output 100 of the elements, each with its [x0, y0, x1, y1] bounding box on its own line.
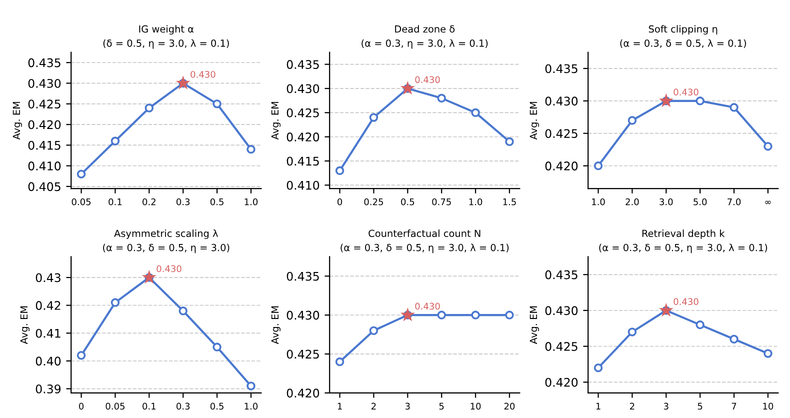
point [764, 142, 772, 151]
x-tick-label: 1.5 [503, 198, 516, 206]
x-tick-label: 10 [763, 402, 774, 410]
y-tick-label: 0.430 [545, 306, 578, 316]
annotation: 0.430 [674, 298, 698, 306]
point [471, 310, 480, 320]
point [335, 166, 344, 176]
chart-subtitle: (α = 0.3, δ = 0.5, η = 3.0, λ = 0.1) [599, 244, 768, 254]
y-axis-title: Avg. EM [271, 102, 281, 140]
annotation: 0.430 [415, 302, 440, 310]
y-tick-label: 0.410 [28, 162, 61, 170]
y-tick-label: 0.425 [286, 108, 319, 118]
x-tick-label: 0.75 [432, 198, 451, 206]
point [212, 99, 222, 108]
point [505, 137, 514, 146]
y-tick-label: 0.435 [286, 272, 319, 281]
y-tick-label: 0.435 [545, 270, 578, 280]
annotation: 0.430 [415, 76, 440, 84]
y-tick-label: 0.43 [36, 273, 60, 282]
point [369, 326, 378, 336]
y-tick-label: 0.430 [286, 84, 320, 94]
chart-title: Retrieval depth k [642, 230, 725, 239]
chart-title: Counterfactual count N [368, 230, 480, 238]
point [178, 306, 188, 316]
point [437, 94, 446, 103]
x-tick-label: 0.1 [108, 198, 122, 206]
x-tick-label: 7.0 [728, 198, 741, 206]
chart-title: Dead zone δ [395, 25, 455, 33]
x-tick-label: 1 [596, 402, 600, 410]
point [730, 334, 738, 344]
point [764, 349, 772, 358]
annotation: 0.430 [674, 88, 698, 96]
x-tick-label: 3 [405, 402, 410, 410]
point [335, 357, 344, 366]
x-tick-label: 1.0 [244, 198, 258, 206]
point [730, 103, 738, 112]
y-tick-label: 0.415 [28, 140, 60, 150]
y-tick-label: 0.425 [545, 129, 578, 138]
chart-title: Asymmetric scaling λ [114, 230, 218, 239]
chart-subtitle: (α = 0.3, δ = 0.5, η = 3.0) [103, 244, 230, 254]
y-tick-label: 0.405 [28, 182, 60, 192]
point [471, 108, 480, 118]
point [246, 144, 256, 154]
x-tick-label: 1.0 [244, 402, 258, 410]
y-axis-title: Avg. EM [530, 306, 540, 344]
point [505, 310, 514, 320]
point [628, 328, 637, 336]
x-tick-label: 0.05 [106, 402, 124, 410]
point [437, 310, 446, 320]
chart-title: Soft clipping η [648, 25, 718, 35]
point [144, 104, 154, 112]
chart-subtitle: (δ = 0.5, η = 3.0, λ = 0.1) [103, 39, 229, 49]
point [594, 363, 603, 372]
point [628, 116, 637, 125]
annotation: 0.430 [190, 70, 216, 78]
point [696, 320, 704, 330]
y-tick-label: 0.420 [286, 132, 320, 142]
y-tick-label: 0.425 [545, 342, 578, 351]
x-tick-label: 7 [732, 402, 736, 410]
x-tick-label: 0 [79, 402, 84, 410]
point [76, 170, 86, 178]
y-tick-label: 0.420 [28, 120, 61, 130]
chart-subtitle: (α = 0.3, η = 3.0, λ = 0.1) [362, 39, 488, 49]
x-tick-label: 0.5 [210, 402, 224, 410]
x-tick-label: 1.0 [592, 198, 605, 206]
y-tick-label: 0.39 [36, 384, 61, 394]
x-tick-label: 3 [664, 402, 668, 410]
x-tick-label: 0.1 [142, 402, 156, 410]
x-tick-label: 1.0 [469, 198, 482, 206]
x-tick-label: 5 [698, 402, 702, 410]
y-tick-label: 0.430 [286, 310, 320, 320]
y-axis-title: Avg. EM [12, 102, 22, 140]
x-tick-label: 5.0 [694, 198, 707, 206]
y-tick-label: 0.42 [36, 301, 60, 310]
x-tick-label: 2 [630, 402, 634, 410]
x-tick-label: 0.3 [176, 402, 190, 410]
point [246, 382, 256, 390]
y-tick-label: 0.435 [286, 60, 319, 69]
chart-subtitle: (α = 0.3, δ = 0.5, η = 3.0, λ = 0.1) [340, 244, 509, 254]
point [212, 342, 222, 352]
y-tick-label: 0.435 [28, 58, 60, 68]
x-tick-label: 0.3 [176, 198, 190, 206]
y-tick-label: 0.420 [545, 378, 578, 387]
x-tick-label: 20 [504, 402, 515, 410]
point [369, 113, 378, 122]
x-tick-label: 2.0 [626, 198, 639, 206]
y-tick-label: 0.435 [545, 64, 578, 74]
y-tick-label: 0.420 [545, 162, 578, 170]
y-tick-label: 0.425 [286, 350, 319, 359]
x-tick-label: 3.0 [660, 198, 673, 206]
y-tick-label: 0.425 [28, 100, 60, 109]
x-tick-label: 0 [337, 198, 342, 206]
chart-subtitle: (α = 0.3, δ = 0.5, λ = 0.1) [620, 39, 746, 48]
x-tick-label: 5 [439, 402, 444, 410]
x-tick-label: 0.5 [210, 198, 224, 206]
x-tick-label: 0.25 [364, 198, 383, 206]
y-tick-label: 0.420 [286, 388, 320, 398]
x-tick-label: 0.5 [401, 198, 414, 206]
y-axis-title: Avg. EM [271, 306, 281, 344]
annotation: 0.430 [156, 265, 182, 272]
